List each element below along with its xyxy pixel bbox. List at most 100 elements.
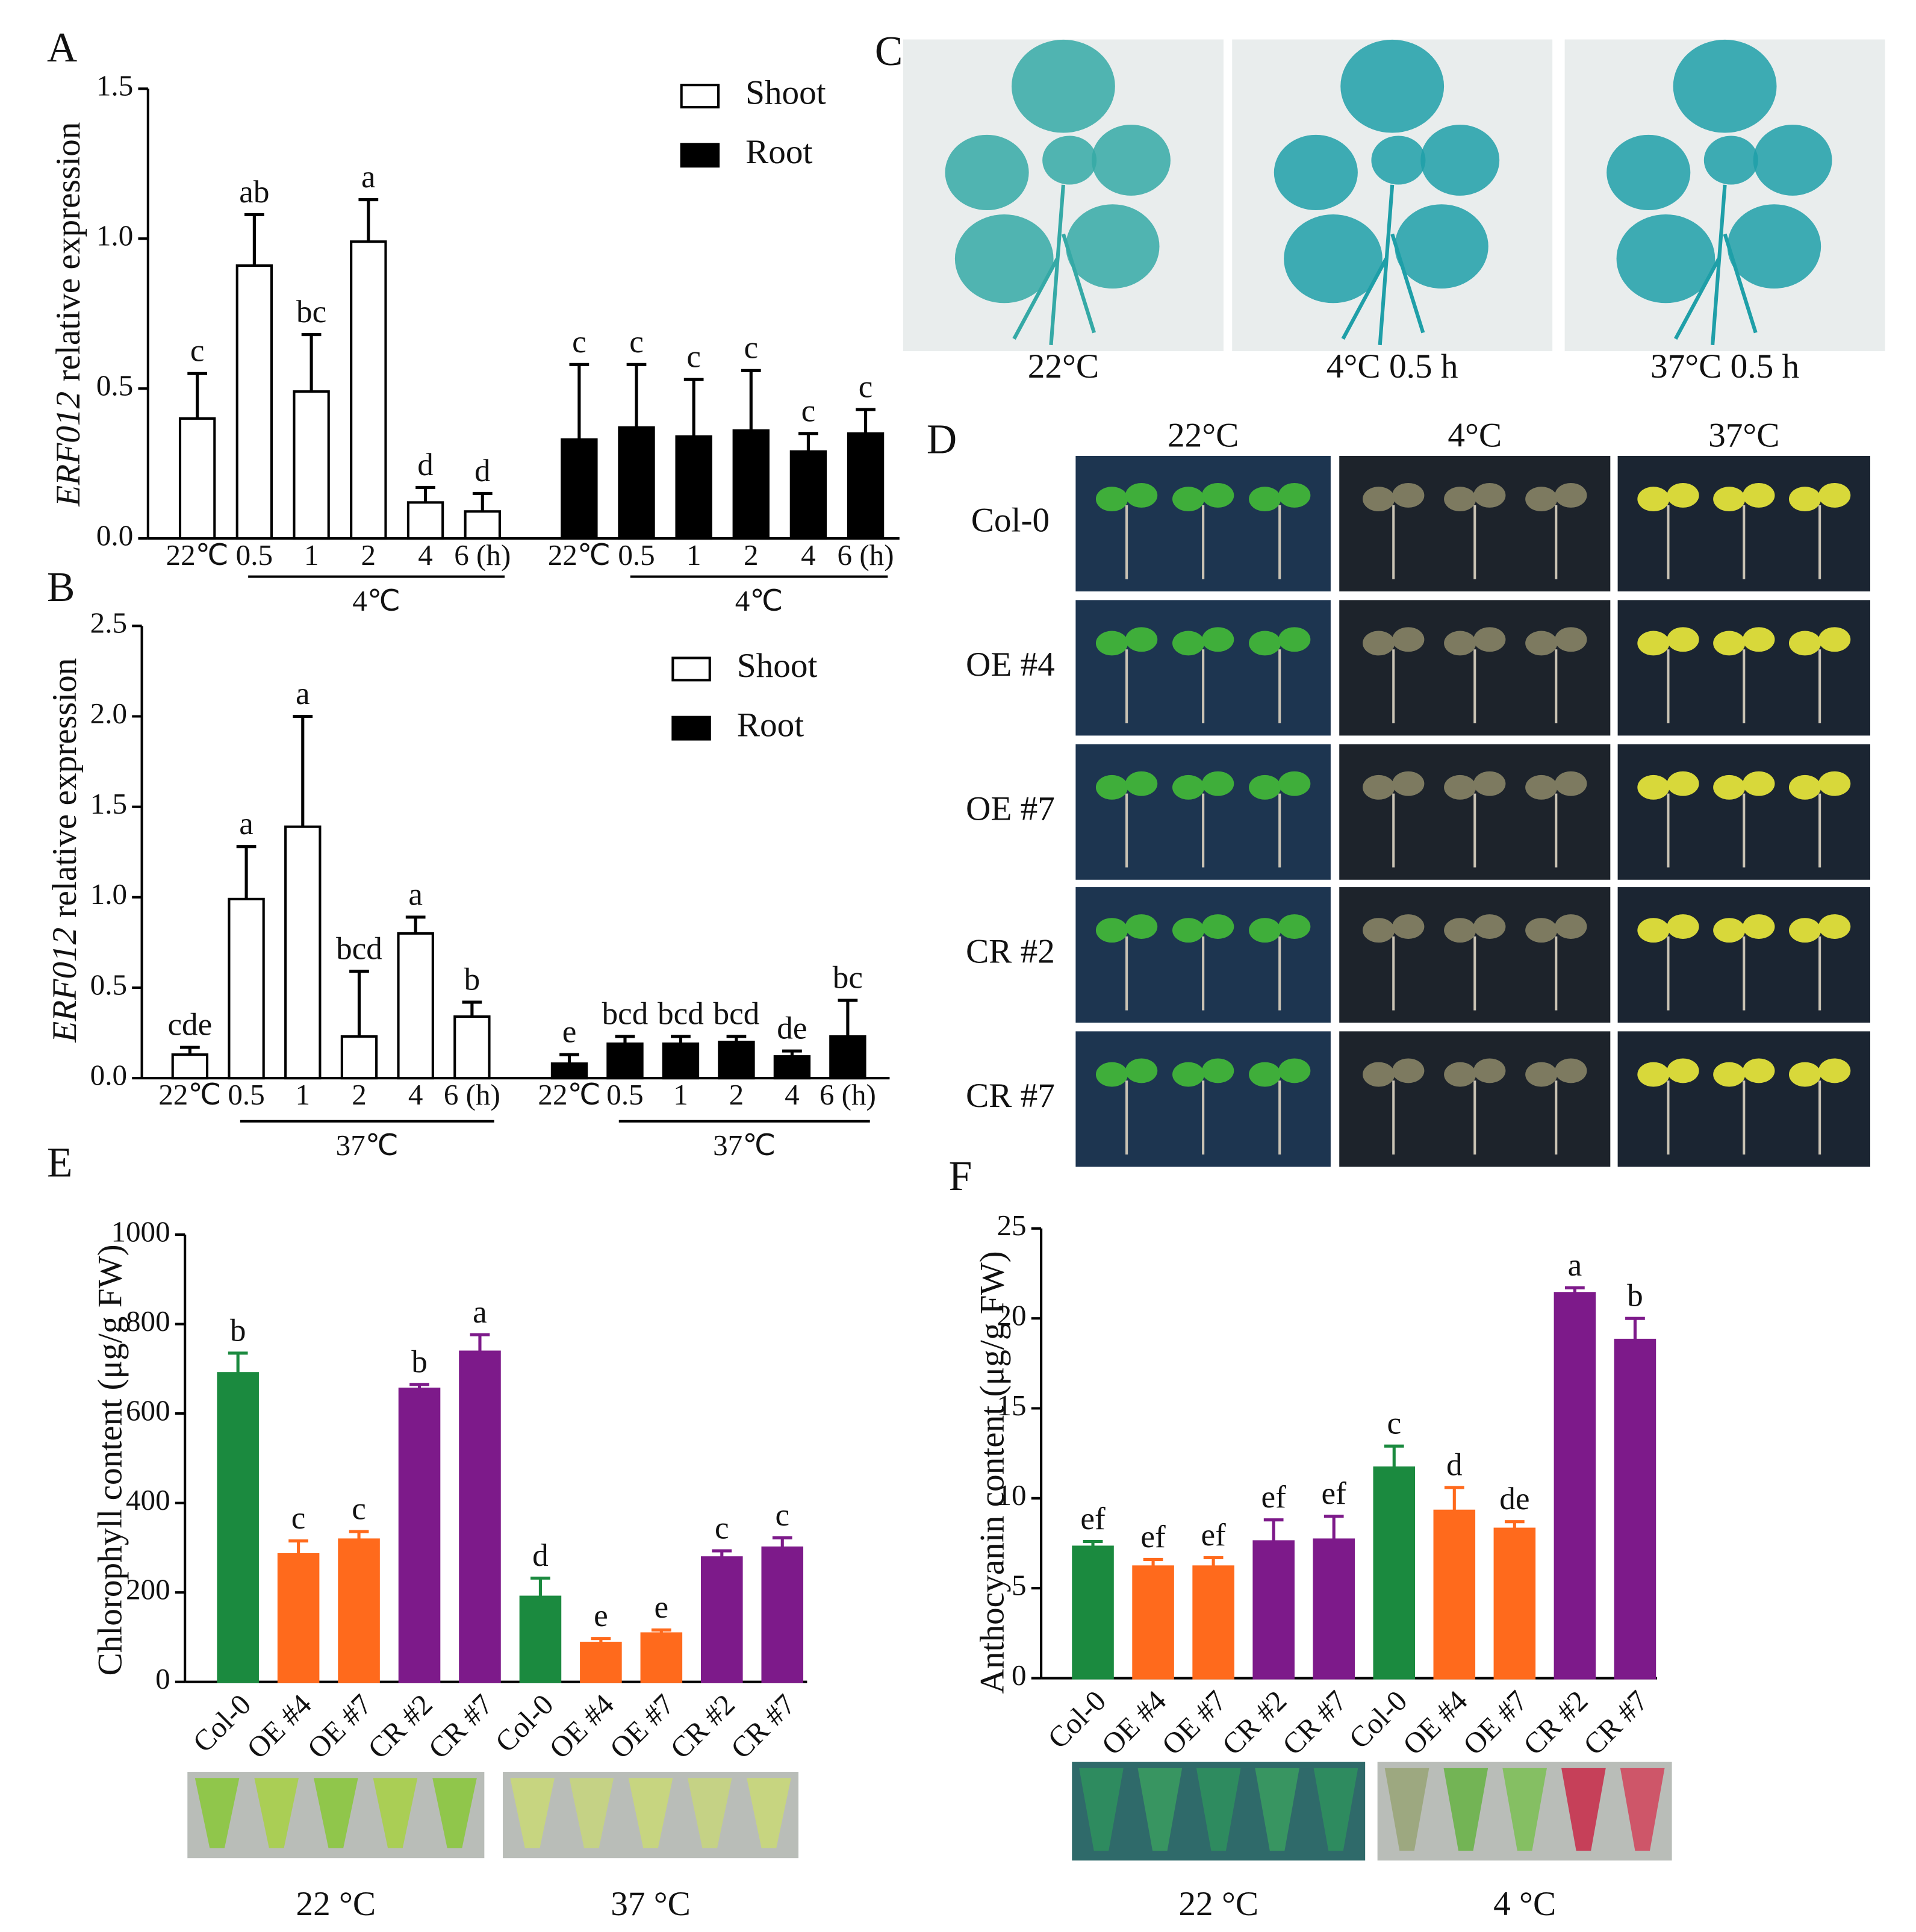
y-axis-label: ERF012 relative expression [46, 658, 84, 1043]
bar [847, 432, 885, 540]
error-bar [651, 1628, 671, 1634]
leaf [1637, 918, 1670, 943]
error-bar [1444, 1486, 1464, 1511]
x-tick-label: 2 [729, 1078, 744, 1111]
significance-letter: a [408, 876, 423, 912]
tube [1443, 1768, 1488, 1851]
y-tick-label: 1.5 [96, 69, 133, 102]
bar [1554, 1292, 1596, 1680]
leaf [1607, 134, 1691, 211]
y-tick-label: 20 [997, 1298, 1026, 1332]
leaf [1473, 914, 1506, 939]
bar [580, 1642, 622, 1683]
leaf [1743, 1058, 1775, 1083]
x-tick-label: OE #4 [1396, 1684, 1474, 1762]
y-tick-label: 1.0 [90, 877, 127, 911]
caption: 37°C 0.5 h [1650, 347, 1799, 385]
significance-letter: e [594, 1598, 608, 1633]
y-tick-label: 1.0 [96, 219, 133, 252]
x-tick-label: 2 [361, 538, 376, 572]
error-bar [1323, 1515, 1344, 1540]
legend-label: Root [737, 706, 804, 744]
y-tick-label: 0.0 [90, 1058, 127, 1091]
error-bar [472, 491, 493, 512]
leaf [1743, 483, 1775, 508]
leaf [1444, 487, 1476, 512]
x-tick-label: CR #7 [421, 1687, 499, 1765]
x-tick-label: 4 [418, 538, 433, 572]
leaf [1667, 627, 1699, 652]
bar [761, 1546, 804, 1683]
bar [406, 501, 444, 540]
error-bar [244, 213, 264, 266]
tube [1384, 1768, 1429, 1851]
leaf [1125, 1058, 1158, 1083]
y-tick-label: 200 [126, 1572, 170, 1606]
x-tick-label: 6 (h) [838, 538, 894, 572]
leaf [1249, 774, 1281, 800]
x-tick-label: CR #7 [724, 1687, 802, 1765]
leaf [1788, 487, 1821, 512]
row-label: Col-0 [971, 502, 1050, 540]
significance-letter: bc [296, 294, 326, 329]
error-bar [180, 1045, 200, 1055]
panel-letter: F [949, 1153, 972, 1200]
significance-letter: ef [1201, 1517, 1226, 1553]
bar [1192, 1565, 1234, 1680]
bar [398, 1388, 441, 1683]
x-tick-label: CR #2 [361, 1687, 439, 1765]
leaf [1713, 631, 1746, 656]
x-tick-label: 22℃ [166, 538, 229, 572]
x-tick-label: 22℃ [158, 1078, 221, 1111]
bar [464, 510, 501, 540]
x-tick-label: 0.5 [618, 538, 655, 572]
tube [1079, 1768, 1124, 1851]
bar [675, 435, 712, 540]
significance-letter: b [230, 1312, 246, 1348]
leaf [1095, 918, 1128, 943]
y-axis-label: Chlorophyll content (μg/g FW) [92, 1244, 129, 1675]
leaf [1555, 1058, 1587, 1083]
leaf [1667, 1058, 1699, 1083]
row-label: CR #7 [966, 1077, 1055, 1115]
panel-letter: D [927, 416, 957, 463]
bar [1493, 1527, 1536, 1680]
significance-letter: c [291, 1500, 306, 1536]
x-tick-label: 0.5 [228, 1078, 264, 1111]
error-bar [1504, 1520, 1525, 1529]
leaf [1363, 1062, 1395, 1087]
leaf [1444, 631, 1476, 656]
y-tick-label: 0 [155, 1662, 170, 1695]
leaf [1637, 487, 1670, 512]
x-tick-label: OE #7 [301, 1687, 379, 1765]
leaf [1713, 487, 1746, 512]
bar [340, 1035, 378, 1080]
significance-letter: e [655, 1589, 669, 1625]
leaf [1525, 631, 1558, 656]
leaf [1555, 914, 1587, 939]
significance-letter: c [859, 369, 873, 404]
x-tick-label: 22℃ [538, 1078, 600, 1111]
panel-letter: E [47, 1139, 72, 1186]
leaf [1011, 39, 1115, 133]
leaf [1249, 487, 1281, 512]
bar [350, 240, 387, 540]
error-bar [349, 1530, 369, 1540]
tube [1313, 1768, 1358, 1851]
panel-letter: B [47, 564, 75, 611]
leaf [1637, 631, 1670, 656]
error-bar [1263, 1518, 1284, 1542]
leaf [1202, 483, 1234, 508]
leaf [1392, 914, 1425, 939]
tube [373, 1778, 418, 1848]
leaf [1284, 214, 1383, 304]
leaf [1743, 771, 1775, 796]
tube [747, 1778, 791, 1848]
leaf [1727, 204, 1821, 289]
legend-swatch [680, 84, 720, 109]
leaf [1042, 136, 1097, 185]
y-tick-label: 600 [126, 1394, 170, 1427]
leaf [1278, 483, 1311, 508]
error-bar [782, 1049, 802, 1057]
legend-swatch [671, 656, 711, 682]
